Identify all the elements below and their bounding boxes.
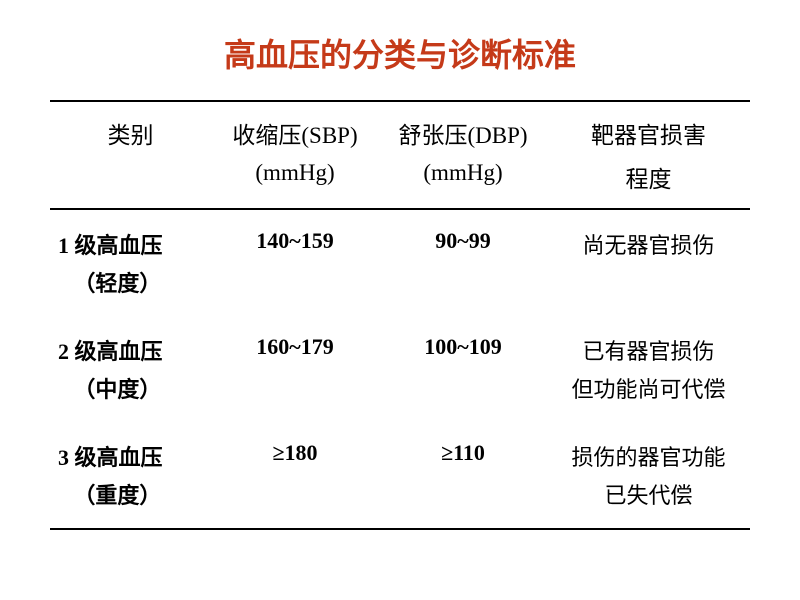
col-header-damage: 靶器官损害 程度 — [547, 101, 750, 209]
slide-container: 高血压的分类与诊断标准 类别 收缩压(SBP) (mmHg) 舒张压(DBP) … — [0, 0, 800, 600]
cell-subtext: 但功能尚可代偿 — [553, 372, 744, 404]
cell-subtext: （中度） — [58, 372, 205, 404]
cell-text: 已有器官损伤 — [582, 339, 714, 364]
col-header-text: 类别 — [56, 116, 205, 150]
cell-sbp: 140~159 — [211, 209, 379, 316]
cell-sbp: ≥180 — [211, 422, 379, 529]
cell-category: 2 级高血压 （中度） — [50, 316, 211, 422]
col-header-text: 收缩压(SBP) — [217, 116, 373, 150]
cell-subtext: （重度） — [58, 478, 205, 510]
table-row: 1 级高血压 （轻度） 140~159 90~99 尚无器官损伤 — [50, 209, 750, 316]
cell-text: 尚无器官损伤 — [582, 233, 714, 258]
cell-category: 3 级高血压 （重度） — [50, 422, 211, 529]
cell-dbp: 100~109 — [379, 316, 547, 422]
cell-text: 2 级高血压 — [58, 339, 163, 364]
col-header-dbp: 舒张压(DBP) (mmHg) — [379, 101, 547, 209]
cell-subtext: 已失代偿 — [553, 478, 744, 510]
cell-damage: 已有器官损伤 但功能尚可代偿 — [547, 316, 750, 422]
classification-table: 类别 收缩压(SBP) (mmHg) 舒张压(DBP) (mmHg) 靶器官损害… — [50, 100, 750, 530]
cell-damage: 尚无器官损伤 — [547, 209, 750, 316]
col-header-category: 类别 — [50, 101, 211, 209]
cell-text: 损伤的器官功能 — [571, 445, 725, 470]
table-header-row: 类别 收缩压(SBP) (mmHg) 舒张压(DBP) (mmHg) 靶器官损害… — [50, 101, 750, 209]
cell-dbp: 90~99 — [379, 209, 547, 316]
table-row: 3 级高血压 （重度） ≥180 ≥110 损伤的器官功能 已失代偿 — [50, 422, 750, 529]
cell-damage: 损伤的器官功能 已失代偿 — [547, 422, 750, 529]
col-header-sub: (mmHg) — [385, 160, 541, 186]
cell-sbp: 160~179 — [211, 316, 379, 422]
table-row: 2 级高血压 （中度） 160~179 100~109 已有器官损伤 但功能尚可… — [50, 316, 750, 422]
cell-subtext: （轻度） — [58, 266, 205, 298]
col-header-text: 舒张压(DBP) — [385, 116, 541, 150]
col-header-sub: (mmHg) — [217, 160, 373, 186]
cell-dbp: ≥110 — [379, 422, 547, 529]
cell-category: 1 级高血压 （轻度） — [50, 209, 211, 316]
col-header-sub: 程度 — [553, 160, 744, 194]
cell-text: 3 级高血压 — [58, 445, 163, 470]
col-header-text: 靶器官损害 — [553, 116, 744, 150]
cell-text: 1 级高血压 — [58, 233, 163, 258]
col-header-sbp: 收缩压(SBP) (mmHg) — [211, 101, 379, 209]
page-title: 高血压的分类与诊断标准 — [50, 30, 750, 76]
